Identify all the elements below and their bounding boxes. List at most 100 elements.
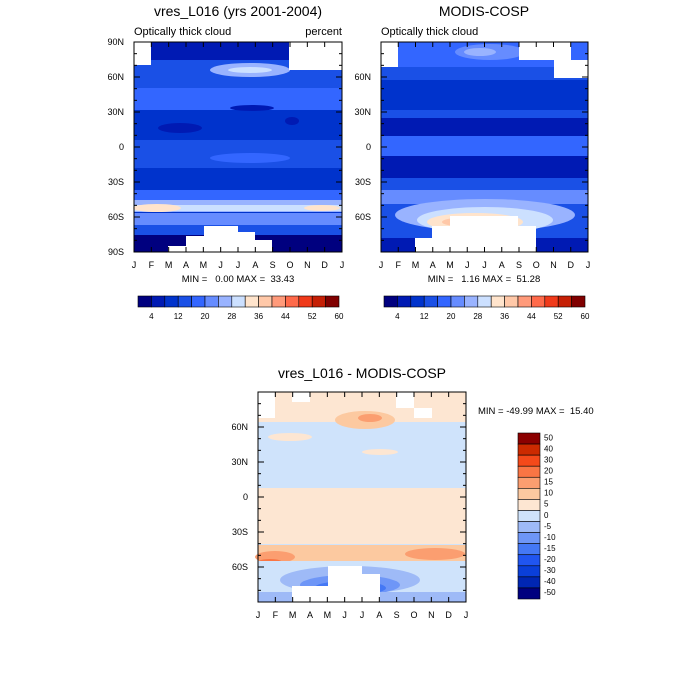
model-ytick-label: 30S: [108, 177, 124, 187]
model-arctic-core: [228, 67, 272, 73]
model-colorbar-box: [218, 295, 233, 308]
diff-colorbar-box: [517, 499, 541, 511]
obs-xtick-label: M: [446, 260, 454, 270]
model-colorbar-box: [285, 295, 300, 308]
obs-colorbar-label: 20: [447, 312, 456, 321]
diff-colorbar-label: 30: [544, 455, 553, 464]
obs-ytick-label: 30S: [355, 177, 371, 187]
model-ytick-label: 90N: [107, 37, 124, 47]
model-xtick-label: O: [286, 260, 293, 270]
model-colorbar-label: 44: [281, 312, 290, 321]
model-colorbar: 4 12 20 28 36 44 52 60: [137, 295, 344, 321]
diff-colorbar-box: [517, 543, 541, 556]
diff-colorbar-box: [517, 443, 541, 456]
obs-band-subtrop-s: [381, 156, 588, 178]
obs-heatmap-field: [381, 42, 588, 252]
model-heatmap-field: [133, 42, 342, 252]
model-colorbar-box: [231, 295, 246, 308]
diff-xtick-label: S: [394, 610, 400, 620]
model-band-storm-1: [134, 190, 342, 202]
model-colorbar-box: [311, 295, 326, 308]
diff-colorbar-label: 40: [544, 444, 553, 453]
diff-colorbar-box: [517, 587, 541, 600]
obs-xtick-label: A: [499, 260, 505, 270]
obs-left-label: Optically thick cloud: [381, 26, 478, 38]
model-stats: MIN = 0.00 MAX = 33.43: [182, 274, 294, 285]
model-ytick-label: 30N: [107, 107, 124, 117]
obs-colorbar: 4 12 20 28 36 44 52 60: [383, 295, 590, 321]
model-xtick-label: F: [149, 260, 155, 270]
obs-missing-ne: [536, 42, 588, 78]
diff-colorbar-box: [517, 488, 541, 500]
diff-colorbar-box: [517, 576, 541, 589]
model-xtick-label: J: [132, 260, 137, 270]
diff-band-s-pos: [258, 488, 466, 544]
model-colorbar-label: 4: [149, 312, 154, 321]
diff-colorbar-box: [517, 554, 541, 567]
obs-stats: MIN = 1.16 MAX = 51.28: [428, 274, 540, 285]
obs-colorbar-box: [504, 295, 519, 308]
diff-xtick-label: J: [342, 610, 347, 620]
diff-xtick-label: N: [428, 610, 435, 620]
obs-colorbar-box: [397, 295, 412, 308]
obs-xtick-label: A: [430, 260, 436, 270]
diff-panel: vres_L016 - MODIS-COSP MIN = -49.99 MAX …: [231, 365, 593, 620]
obs-colorbar-label: 4: [395, 312, 400, 321]
obs-xtick-label: J: [379, 260, 384, 270]
model-panel: vres_L016 (yrs 2001-2004) Optically thic…: [107, 3, 344, 321]
model-colorbar-label: 52: [308, 312, 317, 321]
diff-colorbar-label: -40: [544, 577, 556, 586]
model-right-label: percent: [305, 26, 342, 38]
model-subtrop-min-1: [158, 123, 202, 133]
model-colorbar-box: [204, 295, 219, 308]
diff-xtick-label: O: [410, 610, 417, 620]
diff-stats: MIN = -49.99 MAX = 15.40: [478, 406, 594, 417]
diff-colorbar-label: -15: [544, 544, 556, 553]
obs-ytick-label: 60N: [354, 72, 371, 82]
diff-colorbar-label: -20: [544, 555, 556, 564]
obs-colorbar-label: 28: [473, 312, 482, 321]
obs-colorbar-box: [383, 295, 398, 308]
model-band-storm-3: [134, 205, 342, 211]
diff-xtick-label: F: [273, 610, 279, 620]
diff-colorbar-box: [517, 521, 541, 533]
diff-ytick-label: 0: [243, 492, 248, 502]
diff-colorbar-label: 50: [544, 433, 553, 442]
diff-xtick-label: J: [360, 610, 365, 620]
obs-title: MODIS-COSP: [439, 3, 529, 19]
model-subtrop-min-3: [285, 117, 299, 125]
model-colorbar-box: [258, 295, 273, 308]
obs-xtick-label: J: [465, 260, 470, 270]
diff-xtick-label: A: [307, 610, 313, 620]
obs-xtick-label: J: [482, 260, 487, 270]
model-missing-ne: [308, 42, 342, 70]
obs-ytick-label: 60S: [355, 212, 371, 222]
diff-storm-pos-e: [405, 548, 465, 560]
model-ytick-label: 60N: [107, 72, 124, 82]
diff-colorbar-box: [517, 454, 541, 467]
diff-colorbar-label: 0: [544, 511, 549, 520]
obs-arctic-core: [464, 48, 496, 56]
obs-colorbar-box: [450, 295, 465, 308]
diff-n-pos-1: [268, 433, 312, 441]
diff-ytick-label: 30N: [231, 457, 248, 467]
diff-xtick-label: A: [376, 610, 382, 620]
obs-colorbar-box: [423, 295, 438, 308]
model-xtick-label: N: [304, 260, 311, 270]
obs-band-subtrop-n: [381, 118, 588, 136]
model-colorbar-label: 20: [201, 312, 210, 321]
model-subtrop-min-2: [230, 105, 274, 111]
model-xtick-label: A: [252, 260, 258, 270]
model-missing-sp: [168, 226, 272, 252]
diff-xtick-label: M: [324, 610, 332, 620]
diff-ytick-label: 60S: [232, 562, 248, 572]
model-storm-max-2: [304, 205, 340, 211]
model-colorbar-box: [164, 295, 179, 308]
diff-colorbar-label: 20: [544, 467, 553, 476]
model-ytick-label: 0: [119, 142, 124, 152]
